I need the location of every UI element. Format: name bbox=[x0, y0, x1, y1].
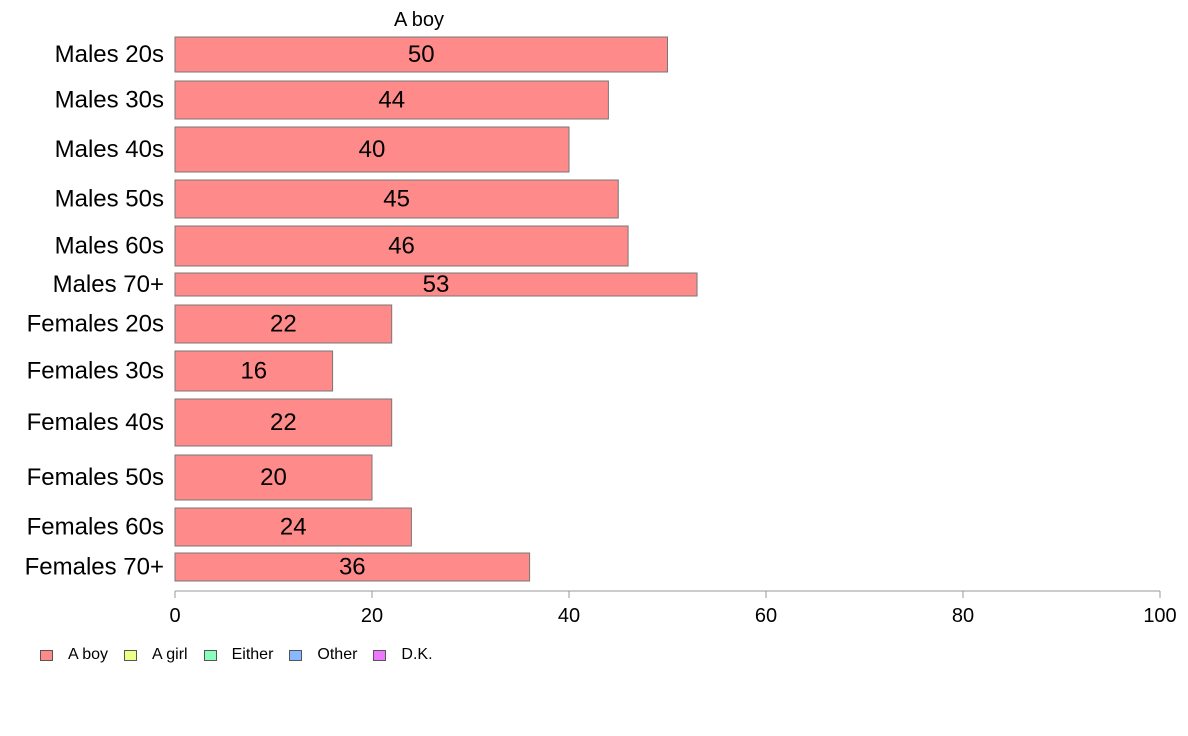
data-label: 45 bbox=[383, 186, 410, 213]
category-label: Females 50s bbox=[27, 464, 164, 491]
data-label: 22 bbox=[270, 409, 297, 436]
category-label: Males 20s bbox=[55, 41, 164, 68]
legend-swatch bbox=[203, 649, 217, 661]
legend-item: A boy bbox=[40, 646, 108, 664]
category-label: Females 70+ bbox=[25, 554, 164, 581]
data-label: 44 bbox=[378, 87, 405, 114]
data-label: 53 bbox=[423, 271, 450, 298]
legend-item: A girl bbox=[124, 646, 188, 664]
data-label: 36 bbox=[339, 554, 366, 581]
category-labels: Males 20s Males 30s Males 40s Males 50s Male… bbox=[25, 41, 164, 581]
legend-swatch bbox=[124, 649, 138, 661]
category-label: Males 60s bbox=[55, 233, 164, 260]
bar bbox=[174, 398, 393, 447]
bar bbox=[174, 350, 334, 392]
legend-swatch bbox=[40, 649, 53, 661]
category-label: Females 60s bbox=[27, 514, 164, 541]
x-tick-label: 20 bbox=[361, 605, 383, 627]
bar bbox=[174, 304, 393, 344]
x-tick-label: 0 bbox=[169, 605, 180, 627]
bar bbox=[174, 272, 698, 297]
legend-label: A boy bbox=[68, 646, 109, 663]
x-tick-label: 40 bbox=[558, 605, 580, 627]
bar bbox=[174, 80, 609, 120]
legend: A boy A girl Either Other D.K. bbox=[40, 646, 449, 664]
data-label: 20 bbox=[260, 464, 287, 491]
x-tick-label: 60 bbox=[755, 605, 777, 627]
category-label: Males 30s bbox=[55, 87, 164, 114]
data-label: 22 bbox=[270, 311, 297, 338]
category-label: Females 20s bbox=[27, 311, 164, 338]
category-label: Males 70+ bbox=[53, 271, 164, 298]
legend-item: Either bbox=[203, 646, 274, 664]
category-label: Females 30s bbox=[27, 358, 164, 385]
category-label: Males 40s bbox=[55, 136, 164, 163]
bar bbox=[174, 552, 531, 582]
bar bbox=[174, 454, 373, 501]
x-tick-label: 80 bbox=[952, 605, 974, 627]
legend-label: Other bbox=[317, 646, 358, 663]
legend-item: D.K. bbox=[373, 646, 433, 664]
bar bbox=[174, 179, 619, 219]
bar bbox=[174, 507, 412, 547]
data-label: 46 bbox=[388, 233, 415, 260]
x-tick-label: 100 bbox=[1143, 605, 1176, 627]
category-label: Females 40s bbox=[27, 409, 164, 436]
x-axis: 0 20 40 60 80 100 bbox=[169, 590, 1177, 627]
legend-label: D.K. bbox=[401, 646, 433, 663]
data-label: 50 bbox=[408, 41, 435, 68]
bars-layer bbox=[174, 36, 698, 582]
data-label: 40 bbox=[359, 136, 386, 163]
bar bbox=[174, 36, 668, 73]
chart-title: A boy bbox=[394, 9, 444, 31]
bar bbox=[174, 225, 629, 267]
legend-swatch bbox=[373, 649, 387, 661]
legend-item: Other bbox=[289, 646, 357, 664]
category-label: Males 50s bbox=[55, 186, 164, 213]
bar bbox=[174, 126, 570, 173]
legend-label: A girl bbox=[152, 646, 188, 663]
legend-swatch bbox=[289, 649, 303, 661]
legend-label: Either bbox=[231, 646, 274, 663]
data-label: 24 bbox=[280, 514, 307, 541]
data-label: 16 bbox=[240, 358, 267, 385]
